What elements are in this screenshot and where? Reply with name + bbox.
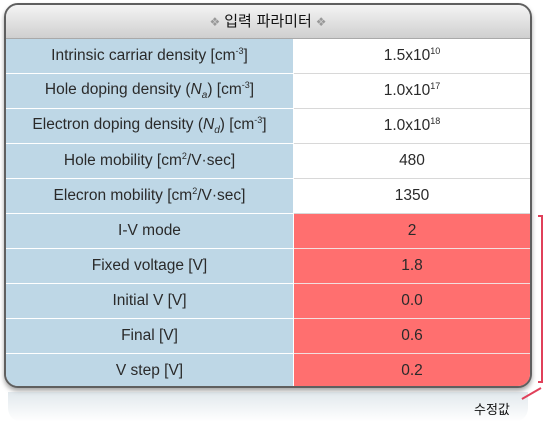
param-label: V step [V]	[6, 353, 294, 386]
header-ornament-right-icon: ❖	[315, 15, 327, 29]
modified-value[interactable]: 0.2	[293, 353, 530, 386]
table-row: Final [V] 0.6	[6, 318, 530, 354]
modified-values-bracket	[538, 215, 543, 383]
header-ornament-left-icon: ❖	[209, 15, 221, 29]
param-label: Final [V]	[6, 318, 294, 354]
param-value[interactable]: 1350	[293, 178, 530, 214]
modified-value[interactable]: 2	[293, 213, 530, 249]
panel-reflection	[8, 392, 528, 422]
param-value[interactable]: 1.0x1018	[293, 108, 530, 144]
modified-value[interactable]: 0.6	[293, 318, 530, 354]
param-label: Hole doping density (Na) [cm-3]	[6, 73, 294, 109]
panel-header: ❖ 입력 파라미터 ❖	[6, 5, 530, 39]
table-row: Hole doping density (Na) [cm-3] 1.0x1017	[6, 73, 530, 109]
param-label: Initial V [V]	[6, 283, 294, 319]
param-label: I-V mode	[6, 213, 294, 249]
param-label: Hole mobility [cm2/V·sec]	[6, 143, 294, 179]
modified-value[interactable]: 1.8	[293, 248, 530, 284]
table-row: Initial V [V] 0.0	[6, 283, 530, 319]
input-parameters-panel: ❖ 입력 파라미터 ❖ Intrinsic carriar density [cm-…	[4, 3, 532, 388]
table-row: Fixed voltage [V] 1.8	[6, 248, 530, 284]
panel-title: 입력 파라미터	[224, 12, 312, 30]
param-value[interactable]: 1.0x1017	[293, 73, 530, 109]
table-row: I-V mode 2	[6, 213, 530, 249]
table-row: Electron doping density (Nd) [cm-3] 1.0x…	[6, 108, 530, 144]
table-row: Elecron mobility [cm2/V·sec] 1350	[6, 178, 530, 214]
param-label: Intrinsic carriar density [cm-3]	[6, 39, 294, 74]
modified-value[interactable]: 0.0	[293, 283, 530, 319]
table-row: Intrinsic carriar density [cm-3] 1.5x101…	[6, 39, 530, 74]
parameter-table: Intrinsic carriar density [cm-3] 1.5x101…	[6, 39, 530, 386]
param-value[interactable]: 1.5x1010	[293, 39, 530, 74]
table-row: Hole mobility [cm2/V·sec] 480	[6, 143, 530, 179]
param-label: Fixed voltage [V]	[6, 248, 294, 284]
param-label: Elecron mobility [cm2/V·sec]	[6, 178, 294, 214]
table-row: V step [V] 0.2	[6, 353, 530, 386]
param-value[interactable]: 480	[293, 143, 530, 179]
param-label: Electron doping density (Nd) [cm-3]	[6, 108, 294, 144]
modified-values-label: 수정값	[474, 403, 510, 418]
